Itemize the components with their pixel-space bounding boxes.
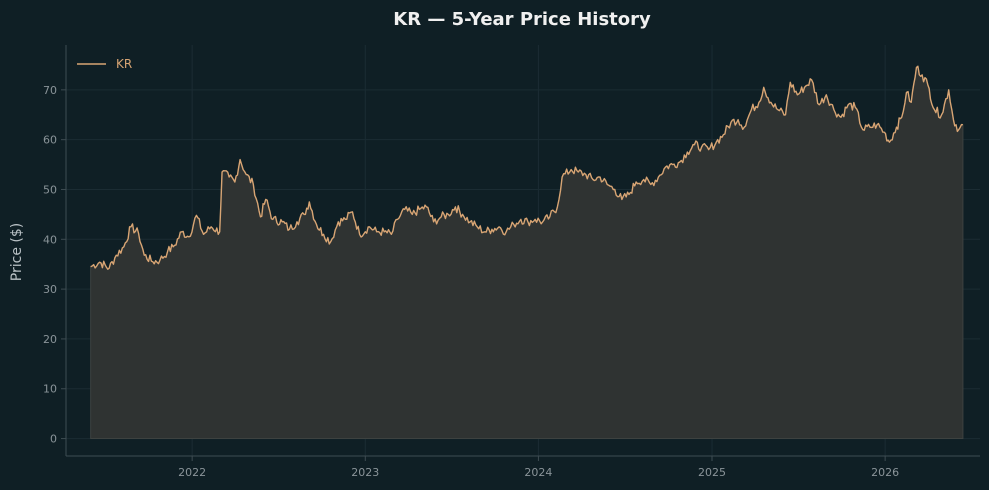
y-tick-label: 30: [43, 283, 57, 296]
y-tick-label: 20: [43, 333, 57, 346]
y-tick-label: 0: [50, 433, 57, 446]
y-tick-label: 10: [43, 383, 57, 396]
y-axis-label: Price ($): [9, 223, 25, 281]
x-tick-label: 2022: [178, 466, 206, 479]
series-layer: [90, 65, 964, 440]
y-tick-label: 70: [43, 84, 57, 97]
x-tick-label: 2025: [698, 466, 726, 479]
x-tick-label: 2024: [524, 466, 552, 479]
y-tick-label: 60: [43, 134, 57, 147]
legend-label: KR: [116, 57, 132, 71]
series-line-KR: [90, 65, 964, 270]
axes: 0 10 20 30 40 50 60 70 2022 2023 2024 2025 2026: [43, 45, 980, 479]
chart-title: KR — 5-Year Price History: [393, 9, 651, 30]
y-tick-label: 40: [43, 233, 57, 246]
x-tick-label: 2026: [871, 466, 899, 479]
legend[interactable]: KR: [77, 57, 132, 71]
x-tick-label: 2023: [351, 466, 379, 479]
y-tick-label: 50: [43, 183, 57, 196]
